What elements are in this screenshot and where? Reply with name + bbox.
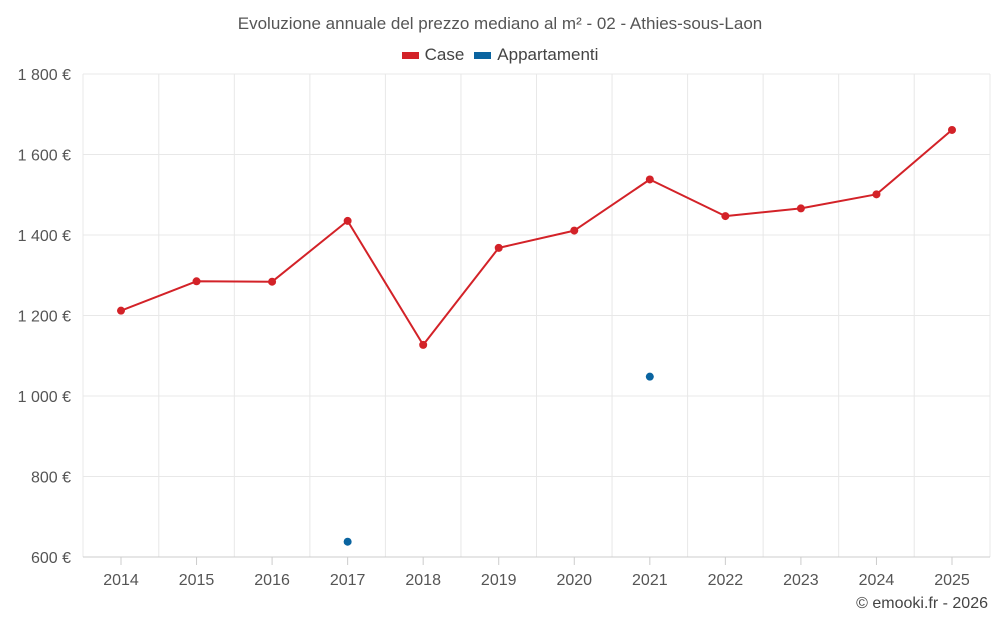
x-tick-label-2021: 2021 bbox=[632, 572, 668, 589]
point-case-2021 bbox=[645, 175, 654, 184]
legend-label-appartamenti: Appartamenti bbox=[497, 45, 599, 64]
point-case-2019 bbox=[494, 243, 503, 252]
point-case-2025 bbox=[948, 125, 956, 134]
x-tick-label-2015: 2015 bbox=[179, 572, 215, 589]
x-tick-label-2023: 2023 bbox=[783, 572, 819, 589]
point-case-2018 bbox=[419, 340, 428, 349]
point-case-2024 bbox=[872, 190, 881, 199]
point-case-2020 bbox=[570, 226, 579, 235]
point-case-2015 bbox=[192, 277, 201, 286]
legend-swatch-case bbox=[401, 51, 419, 59]
x-tick-label-2016: 2016 bbox=[254, 572, 290, 589]
y-tick-label-1600: 1 600 € bbox=[18, 148, 71, 165]
y-tick-label-1800: 1 800 € bbox=[18, 67, 71, 84]
x-tick-label-2022: 2022 bbox=[708, 572, 744, 589]
legend-swatch-appartamenti bbox=[474, 51, 492, 59]
x-tick-label-2024: 2024 bbox=[859, 572, 895, 589]
legend-item-appartamenti[interactable]: Appartamenti bbox=[474, 45, 598, 65]
y-tick-label-800: 800 € bbox=[31, 470, 71, 487]
point-case-2014 bbox=[117, 306, 125, 315]
chart-title: Evoluzione annuale del prezzo mediano al… bbox=[237, 14, 763, 33]
x-tick-label-2014: 2014 bbox=[103, 572, 139, 589]
series-line-case bbox=[120, 129, 953, 346]
y-tick-label-1400: 1 400 € bbox=[18, 228, 71, 245]
point-case-2023 bbox=[796, 204, 805, 213]
y-tick-label-1000: 1 000 € bbox=[18, 389, 71, 406]
x-tick-label-2025: 2025 bbox=[934, 572, 970, 589]
y-tick-label-1200: 1 200 € bbox=[18, 309, 71, 326]
legend-label-case: Case bbox=[424, 45, 465, 64]
credit-text: © emooki.fr - 2026 bbox=[856, 595, 988, 612]
x-tick-label-2018: 2018 bbox=[405, 572, 441, 589]
x-tick-label-2017: 2017 bbox=[330, 572, 366, 589]
x-tick-label-2020: 2020 bbox=[556, 572, 592, 589]
point-case-2016 bbox=[268, 277, 277, 286]
point-appartamenti-2021 bbox=[645, 372, 654, 381]
legend: Case Appartamenti bbox=[0, 45, 1000, 65]
point-appartamenti-2017 bbox=[343, 537, 352, 546]
point-case-2022 bbox=[721, 212, 730, 221]
y-tick-label-600: 600 € bbox=[31, 550, 71, 567]
point-case-2017 bbox=[343, 216, 352, 225]
x-tick-label-2019: 2019 bbox=[481, 572, 517, 589]
legend-item-case[interactable]: Case bbox=[401, 45, 465, 65]
